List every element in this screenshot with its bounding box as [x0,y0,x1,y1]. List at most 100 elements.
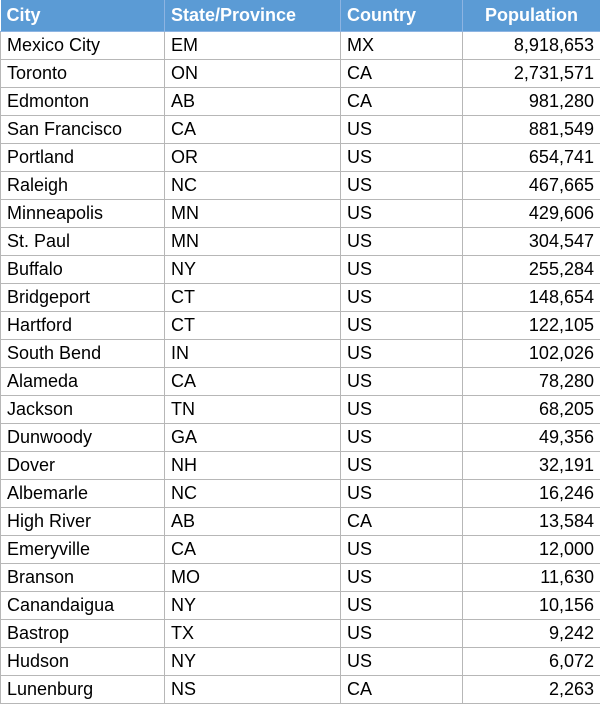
cell-country[interactable]: US [340,619,463,648]
cell-population[interactable]: 32,191 [462,451,600,480]
cell-country[interactable]: CA [340,507,463,536]
cell-city[interactable]: Portland [0,143,165,172]
cell-population[interactable]: 429,606 [462,199,600,228]
cell-state-province[interactable]: CA [164,367,341,396]
cell-country[interactable]: US [340,647,463,676]
cell-city[interactable]: Jackson [0,395,165,424]
cell-city[interactable]: Lunenburg [0,675,165,704]
cell-city[interactable]: Dunwoody [0,423,165,452]
cell-country[interactable]: MX [340,31,463,60]
header-state-province[interactable]: State/Province [164,0,341,32]
cell-state-province[interactable]: NY [164,647,341,676]
cell-state-province[interactable]: NY [164,591,341,620]
cell-population[interactable]: 255,284 [462,255,600,284]
cell-state-province[interactable]: TN [164,395,341,424]
cell-population[interactable]: 13,584 [462,507,600,536]
cell-state-province[interactable]: CA [164,115,341,144]
cell-state-province[interactable]: ON [164,59,341,88]
cell-city[interactable]: Raleigh [0,171,165,200]
cell-country[interactable]: US [340,199,463,228]
cell-state-province[interactable]: NH [164,451,341,480]
cell-state-province[interactable]: NC [164,479,341,508]
cell-city[interactable]: Buffalo [0,255,165,284]
cell-city[interactable]: Dover [0,451,165,480]
cell-country[interactable]: US [340,171,463,200]
cell-population[interactable]: 12,000 [462,535,600,564]
header-population[interactable]: Population [462,0,600,32]
cell-state-province[interactable]: MO [164,563,341,592]
header-city[interactable]: City [0,0,165,32]
cell-population[interactable]: 68,205 [462,395,600,424]
cell-country[interactable]: US [340,423,463,452]
cell-population[interactable]: 2,263 [462,675,600,704]
cell-state-province[interactable]: AB [164,87,341,116]
cell-city[interactable]: Edmonton [0,87,165,116]
cell-population[interactable]: 16,246 [462,479,600,508]
cell-country[interactable]: US [340,563,463,592]
cell-population[interactable]: 11,630 [462,563,600,592]
cell-city[interactable]: Branson [0,563,165,592]
cell-state-province[interactable]: CT [164,283,341,312]
cell-city[interactable]: Hudson [0,647,165,676]
cell-population[interactable]: 122,105 [462,311,600,340]
cell-population[interactable]: 981,280 [462,87,600,116]
cell-country[interactable]: US [340,283,463,312]
cell-state-province[interactable]: MN [164,199,341,228]
cell-state-province[interactable]: CT [164,311,341,340]
cell-state-province[interactable]: EM [164,31,341,60]
cell-population[interactable]: 881,549 [462,115,600,144]
cell-state-province[interactable]: NY [164,255,341,284]
cell-state-province[interactable]: CA [164,535,341,564]
cell-city[interactable]: Canandaigua [0,591,165,620]
cell-country[interactable]: US [340,115,463,144]
cell-country[interactable]: US [340,255,463,284]
cell-country[interactable]: US [340,227,463,256]
cell-state-province[interactable]: MN [164,227,341,256]
cell-state-province[interactable]: AB [164,507,341,536]
cell-city[interactable]: Toronto [0,59,165,88]
cell-population[interactable]: 2,731,571 [462,59,600,88]
cell-population[interactable]: 49,356 [462,423,600,452]
cell-state-province[interactable]: NC [164,171,341,200]
cell-state-province[interactable]: OR [164,143,341,172]
cell-city[interactable]: Minneapolis [0,199,165,228]
cell-population[interactable]: 78,280 [462,367,600,396]
cell-city[interactable]: Hartford [0,311,165,340]
cell-state-province[interactable]: GA [164,423,341,452]
cell-state-province[interactable]: TX [164,619,341,648]
cell-country[interactable]: US [340,479,463,508]
cell-country[interactable]: CA [340,59,463,88]
cell-population[interactable]: 10,156 [462,591,600,620]
cell-country[interactable]: CA [340,675,463,704]
cell-country[interactable]: US [340,311,463,340]
header-country[interactable]: Country [340,0,463,32]
cell-country[interactable]: US [340,367,463,396]
cell-population[interactable]: 304,547 [462,227,600,256]
cell-state-province[interactable]: IN [164,339,341,368]
cell-country[interactable]: US [340,395,463,424]
cell-country[interactable]: US [340,451,463,480]
cell-country[interactable]: CA [340,87,463,116]
cell-country[interactable]: US [340,591,463,620]
cell-city[interactable]: Bastrop [0,619,165,648]
cell-city[interactable]: Albemarle [0,479,165,508]
cell-population[interactable]: 102,026 [462,339,600,368]
cell-population[interactable]: 148,654 [462,283,600,312]
cell-city[interactable]: Mexico City [0,31,165,60]
cell-city[interactable]: San Francisco [0,115,165,144]
cell-city[interactable]: High River [0,507,165,536]
cell-city[interactable]: Bridgeport [0,283,165,312]
cell-population[interactable]: 654,741 [462,143,600,172]
cell-population[interactable]: 9,242 [462,619,600,648]
cell-population[interactable]: 8,918,653 [462,31,600,60]
cell-population[interactable]: 6,072 [462,647,600,676]
cell-country[interactable]: US [340,339,463,368]
cell-city[interactable]: Emeryville [0,535,165,564]
cell-city[interactable]: St. Paul [0,227,165,256]
cell-country[interactable]: US [340,535,463,564]
cell-city[interactable]: Alameda [0,367,165,396]
cell-population[interactable]: 467,665 [462,171,600,200]
cell-city[interactable]: South Bend [0,339,165,368]
cell-state-province[interactable]: NS [164,675,341,704]
cell-country[interactable]: US [340,143,463,172]
